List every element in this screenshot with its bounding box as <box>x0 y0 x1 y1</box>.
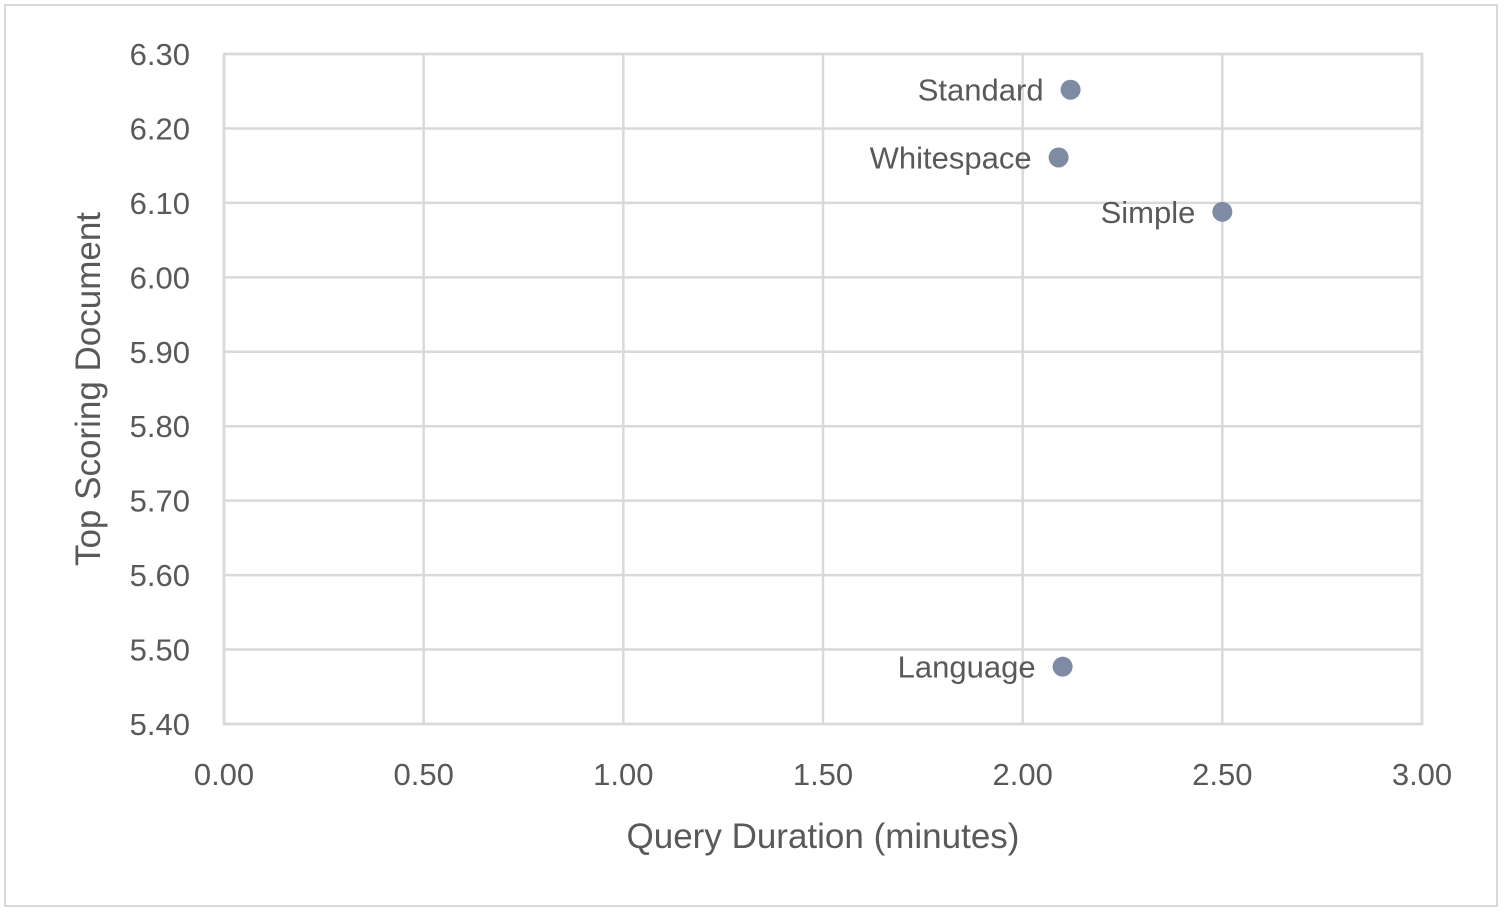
x-tick-label: 2.00 <box>992 757 1052 792</box>
y-tick-label: 6.10 <box>130 186 190 221</box>
data-point-whitespace <box>1048 147 1069 168</box>
data-label-language: Language <box>898 650 1036 685</box>
y-tick-label: 6.00 <box>130 260 190 295</box>
x-tick-label: 2.50 <box>1192 757 1252 792</box>
y-tick-label: 6.20 <box>130 111 190 146</box>
plot-area-border <box>222 52 1424 726</box>
y-tick-label: 5.50 <box>130 633 190 668</box>
y-axis-title: Top Scoring Document <box>69 212 108 566</box>
data-point-simple <box>1212 201 1233 222</box>
y-axis-ticks: 5.40 5.50 5.60 5.70 5.80 5.90 6.00 6.10 6.20 6.30 <box>130 37 190 742</box>
data-point-standard <box>1060 79 1081 100</box>
y-tick-label: 5.80 <box>130 409 190 444</box>
y-tick-label: 6.30 <box>130 37 190 72</box>
x-tick-label: 3.00 <box>1392 757 1452 792</box>
grid <box>222 52 1424 726</box>
y-tick-label: 5.70 <box>130 484 190 519</box>
x-tick-label: 0.50 <box>393 757 453 792</box>
y-tick-label: 5.40 <box>130 707 190 742</box>
data-points: Standard Whitespace Simple Language <box>870 73 1233 685</box>
x-axis-title: Query Duration (minutes) <box>627 817 1020 856</box>
data-label-standard: Standard <box>918 73 1044 108</box>
data-point-language <box>1052 656 1073 677</box>
x-tick-label: 1.50 <box>793 757 853 792</box>
data-label-whitespace: Whitespace <box>870 140 1032 175</box>
data-label-simple: Simple <box>1101 195 1196 230</box>
x-axis-ticks: 0.00 0.50 1.00 1.50 2.00 2.50 3.00 <box>194 757 1452 792</box>
x-tick-label: 1.00 <box>593 757 653 792</box>
y-tick-label: 5.60 <box>130 558 190 593</box>
scatter-chart: 0.00 0.50 1.00 1.50 2.00 2.50 3.00 5.40 5.50 5.6… <box>69 37 1452 856</box>
y-tick-label: 5.90 <box>130 335 190 370</box>
x-tick-label: 0.00 <box>194 757 254 792</box>
chart-frame: 0.00 0.50 1.00 1.50 2.00 2.50 3.00 5.40 5.50 5.6… <box>4 4 1498 907</box>
